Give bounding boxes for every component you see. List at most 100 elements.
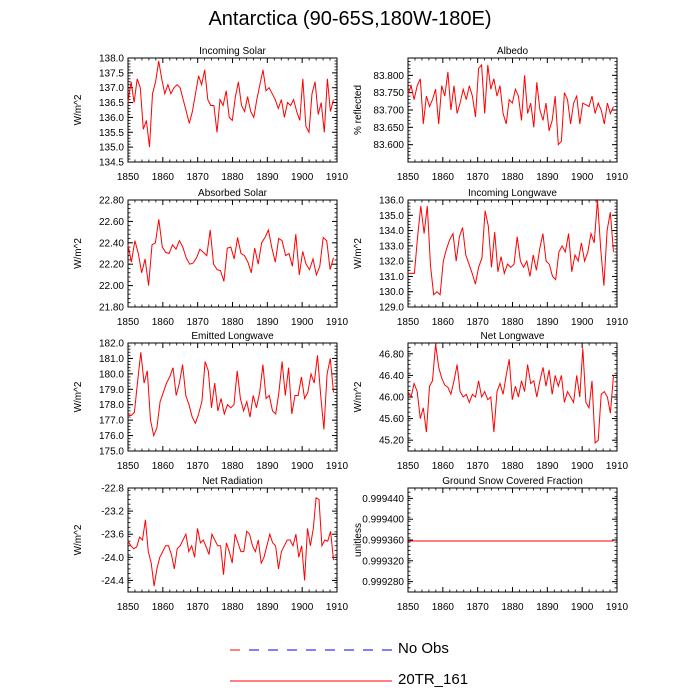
x-tick-label: 1860 xyxy=(432,602,455,613)
y-tick-label: 46.80 xyxy=(379,349,404,360)
y-tick-label: 135.0 xyxy=(99,143,124,154)
y-tick-label: 0.999400 xyxy=(362,515,404,526)
panel-7: Ground Snow Covered Fraction unitless 1850… xyxy=(353,476,629,613)
y-axis-label: W/m^2 xyxy=(73,94,84,125)
y-tick-label: -24.4 xyxy=(101,576,124,587)
x-tick-label: 1880 xyxy=(501,602,524,613)
x-tick-label: 1860 xyxy=(152,172,175,183)
y-tick-label: 179.0 xyxy=(99,385,124,396)
x-tick-label: 1890 xyxy=(536,602,559,613)
x-tick-label: 1850 xyxy=(117,172,140,183)
y-tick-label: 134.5 xyxy=(99,158,124,169)
panel-6: Net Radiation W/m^2 1850 1860 1870 1880 1890 19… xyxy=(73,476,349,613)
plot-frame xyxy=(127,57,338,163)
y-tick-label: 45.60 xyxy=(379,414,404,425)
x-tick-label: 1910 xyxy=(326,317,349,328)
y-tick-label: 136.5 xyxy=(99,98,124,109)
y-tick-label: 134.0 xyxy=(379,226,404,237)
y-tick-label: 181.0 xyxy=(99,354,124,365)
y-axis-label: % reflected xyxy=(353,85,364,135)
y-tick-label: 21.80 xyxy=(99,303,124,314)
panel-title: Net Radiation xyxy=(202,476,263,487)
x-tick-label: 1870 xyxy=(187,461,210,472)
x-tick-label: 1910 xyxy=(326,461,349,472)
y-tick-label: 136.0 xyxy=(99,113,124,124)
x-tick-label: 1860 xyxy=(152,317,175,328)
y-tick-label: 130.0 xyxy=(379,287,404,298)
panel-title: Incoming Longwave xyxy=(468,188,557,199)
x-tick-label: 1870 xyxy=(467,602,490,613)
panel-4: Emitted Longwave W/m^2 1850 1860 1870 1880 189… xyxy=(73,331,349,472)
y-tick-label: 0.999280 xyxy=(362,577,404,588)
y-tick-label: 83.650 xyxy=(373,123,404,134)
x-tick-label: 1870 xyxy=(467,461,490,472)
x-tick-label: 1860 xyxy=(432,317,455,328)
x-tick-label: 1900 xyxy=(291,602,314,613)
x-tick-label: 1880 xyxy=(501,461,524,472)
y-tick-label: 22.60 xyxy=(99,217,124,228)
x-tick-label: 1900 xyxy=(291,317,314,328)
y-axis-label: unitless xyxy=(353,523,364,557)
y-tick-label: 22.20 xyxy=(99,260,124,271)
y-tick-label: 176.0 xyxy=(99,431,124,442)
panel-0: Incoming Solar W/m^2 1850 1860 1870 1880 1890 1… xyxy=(73,46,349,183)
panel-title: Net Longwave xyxy=(481,331,545,342)
x-tick-label: 1890 xyxy=(536,461,559,472)
y-axis-label: W/m^2 xyxy=(73,381,84,412)
y-tick-label: 83.800 xyxy=(373,71,404,82)
x-tick-label: 1860 xyxy=(152,461,175,472)
panel-2: Absorbed Solar W/m^2 1850 1860 1870 1880 1890 1… xyxy=(73,188,349,328)
x-tick-label: 1850 xyxy=(397,602,420,613)
y-tick-label: 132.0 xyxy=(379,257,404,268)
panel-1: Albedo % reflected 1850 1860 1870 1880 1890 190… xyxy=(353,46,629,183)
panel-title: Emitted Longwave xyxy=(191,331,274,342)
x-tick-label: 1880 xyxy=(501,172,524,183)
y-tick-label: 83.600 xyxy=(373,140,404,151)
x-tick-label: 1850 xyxy=(397,461,420,472)
x-tick-label: 1850 xyxy=(117,317,140,328)
plot-frame xyxy=(127,487,338,593)
y-axis-label: W/m^2 xyxy=(353,238,364,269)
x-tick-label: 1910 xyxy=(606,172,629,183)
legend xyxy=(230,649,392,682)
x-tick-label: 1900 xyxy=(571,317,594,328)
panel-3: Incoming Longwave W/m^2 1850 1860 1870 1880 18… xyxy=(353,188,629,328)
y-axis-label: W/m^2 xyxy=(353,381,364,412)
x-tick-label: 1880 xyxy=(501,317,524,328)
series-line-20TR_161 xyxy=(408,199,614,296)
y-axis-label: W/m^2 xyxy=(73,238,84,269)
y-tick-label: 129.0 xyxy=(379,303,404,314)
panel-title: Ground Snow Covered Fraction xyxy=(442,476,583,487)
y-tick-label: 136.0 xyxy=(379,196,404,207)
y-tick-label: 137.0 xyxy=(99,83,124,94)
y-tick-label: 180.0 xyxy=(99,369,124,380)
y-tick-label: 135.0 xyxy=(379,211,404,222)
series-line-20TR_161 xyxy=(127,60,334,148)
y-tick-label: 0.999440 xyxy=(362,494,404,505)
y-tick-label: 46.00 xyxy=(379,393,404,404)
series-line-20TR_161 xyxy=(128,352,334,438)
legend-label-model: 20TR_161 xyxy=(398,671,469,688)
panel-title: Incoming Solar xyxy=(199,46,266,57)
y-tick-label: 45.20 xyxy=(379,436,404,447)
y-tick-label: 177.0 xyxy=(99,416,124,427)
panel-5: Net Longwave W/m^2 1850 1860 1870 1880 1890 190… xyxy=(353,331,629,472)
y-tick-label: 178.0 xyxy=(99,400,124,411)
x-tick-label: 1860 xyxy=(152,602,175,613)
x-tick-label: 1900 xyxy=(571,172,594,183)
x-tick-label: 1870 xyxy=(467,317,490,328)
x-tick-label: 1880 xyxy=(221,602,244,613)
x-tick-label: 1890 xyxy=(256,461,279,472)
x-tick-label: 1910 xyxy=(606,461,629,472)
y-tick-label: 22.00 xyxy=(99,281,124,292)
y-tick-label: 0.999320 xyxy=(362,556,404,567)
y-tick-label: 0.999360 xyxy=(362,536,404,547)
y-tick-label: -22.8 xyxy=(101,484,124,495)
series-line-20TR_161 xyxy=(407,63,614,146)
x-tick-label: 1900 xyxy=(291,461,314,472)
series-line-20TR_161 xyxy=(407,344,614,444)
y-tick-label: 175.0 xyxy=(99,447,124,458)
x-tick-label: 1850 xyxy=(117,461,140,472)
x-tick-label: 1910 xyxy=(326,602,349,613)
x-tick-label: 1880 xyxy=(221,172,244,183)
